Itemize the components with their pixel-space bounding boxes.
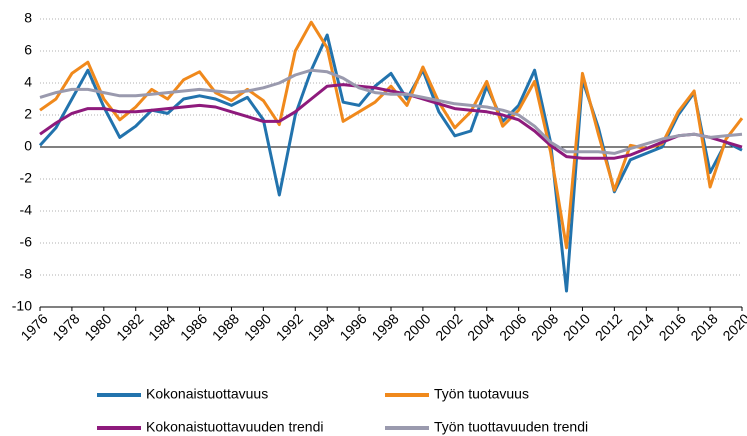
x-tick-label: 1994 (305, 310, 338, 343)
x-tick-label: 2002 (432, 310, 465, 343)
x-tick-label: 1992 (273, 310, 306, 343)
legend-label: Työn tuottavuuden trendi (434, 419, 588, 435)
series-line (39, 68, 743, 155)
x-tick-label: 1984 (145, 310, 178, 343)
x-tick-label: 1980 (81, 310, 114, 343)
x-tick-label: 2000 (400, 310, 433, 343)
x-tick-label: 2004 (464, 310, 497, 343)
x-tick-label: 1998 (368, 310, 401, 343)
y-tick-label: -2 (20, 170, 33, 186)
y-tick-label: 6 (24, 42, 32, 58)
x-tick-label: 2016 (656, 310, 689, 343)
x-tick-label: 2018 (687, 310, 720, 343)
x-tick-label: 1988 (209, 310, 242, 343)
x-tick-label: 2008 (528, 310, 561, 343)
x-tick-label: 2006 (496, 310, 529, 343)
y-tick-label: 8 (24, 10, 32, 26)
y-tick-label: -10 (12, 298, 32, 314)
x-tick-label: 1978 (49, 310, 82, 343)
legend-label: Työn tuotavuus (434, 386, 529, 402)
y-tick-label: -8 (20, 266, 33, 282)
y-tick-label: 0 (24, 138, 32, 154)
legend-label: Kokonaistuottavuuden trendi (146, 419, 323, 435)
x-tick-label: 1990 (241, 310, 274, 343)
y-tick-label: -4 (20, 202, 33, 218)
y-tick-label: 4 (24, 74, 32, 90)
legend-label: Kokonaistuottavuus (146, 386, 268, 402)
x-tick-label: 2010 (560, 310, 593, 343)
series-line (38, 33, 743, 293)
x-tick-label: 1982 (113, 310, 146, 343)
x-tick-label: 2012 (592, 310, 625, 343)
series-line (39, 83, 743, 160)
x-tick-label: 1976 (17, 310, 50, 343)
series-line (39, 20, 744, 250)
y-tick-label: -6 (20, 234, 33, 250)
x-tick-label: 1986 (177, 310, 210, 343)
x-tick-label: 2014 (624, 310, 657, 343)
x-tick-label: 1996 (336, 310, 369, 343)
y-tick-label: 2 (24, 106, 32, 122)
x-tick-label: 2020 (719, 310, 747, 343)
